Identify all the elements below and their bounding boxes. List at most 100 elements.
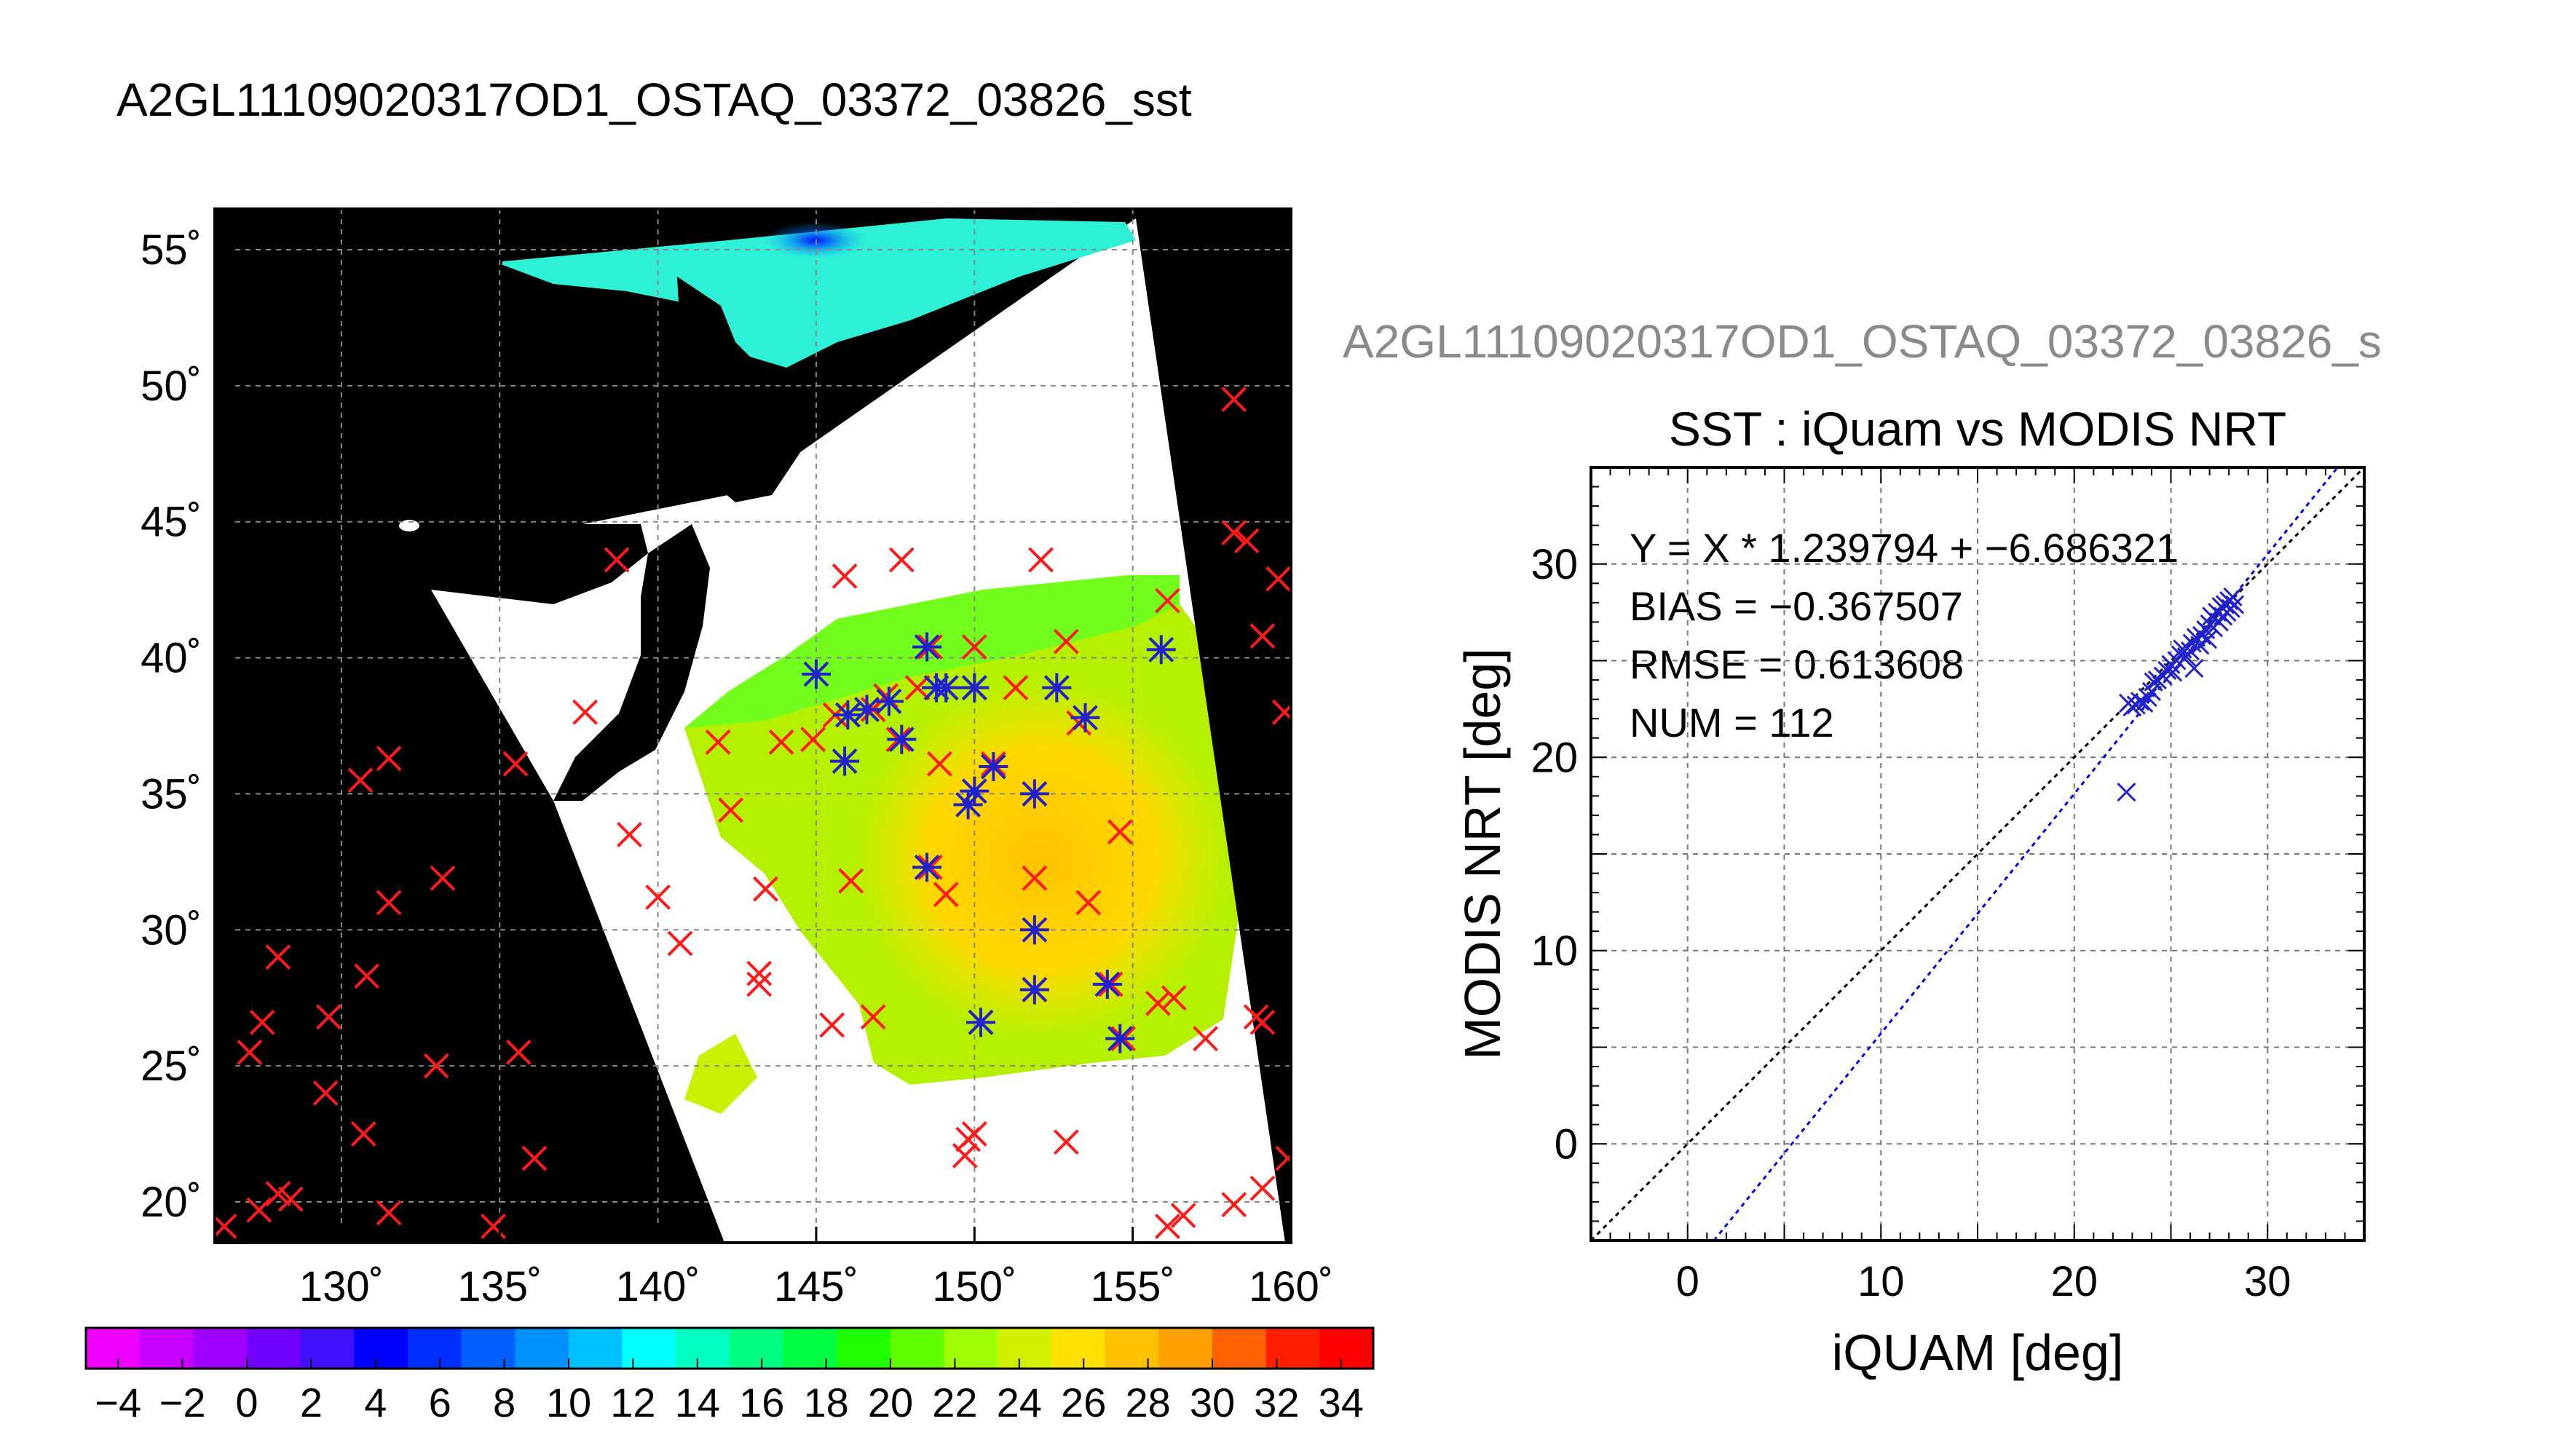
map-lat-label: 20˚ <box>141 1179 202 1226</box>
observation-marker <box>354 963 380 989</box>
observation-marker <box>1193 1026 1219 1052</box>
observation-marker <box>1221 520 1247 546</box>
colorbar-cell <box>998 1328 1052 1369</box>
stats-equation: Y = X * 1.239794 + −6.686321 <box>1630 525 2179 571</box>
observation-marker <box>246 1197 272 1223</box>
observation-marker <box>1145 990 1171 1016</box>
matched-marker <box>1022 781 1048 807</box>
observation-marker <box>376 745 402 772</box>
observation-marker <box>1053 628 1079 654</box>
scatter-point <box>2163 662 2183 682</box>
colorbar-label: −2 <box>159 1380 206 1425</box>
scatter-x-tick-label: 20 <box>2050 1258 2098 1305</box>
observation-marker <box>1155 1214 1180 1239</box>
scatter-y-tick-label: 0 <box>1555 1120 1578 1168</box>
scatter-title: SST : iQuam vs MODIS NRT <box>1669 402 2286 456</box>
matched-marker <box>968 1009 994 1035</box>
outside-swath-east2 <box>1136 209 1291 1243</box>
colorbar-frame <box>84 1326 1375 1370</box>
observation-marker <box>1233 528 1260 554</box>
scatter-point <box>2225 595 2245 614</box>
observation-marker <box>645 885 671 910</box>
scatter-x-axis-label: iQUAM [deg] <box>1832 1324 2124 1381</box>
stats-num: NUM = 112 <box>1630 700 1834 745</box>
outside-swath-top <box>1125 209 1291 218</box>
colorbar-cell <box>300 1328 355 1369</box>
matched-marker <box>1094 971 1121 997</box>
matched-marker <box>1043 675 1070 701</box>
colorbar-label: 4 <box>364 1380 387 1425</box>
observation-markers-all <box>215 387 1291 1239</box>
observation-marker <box>832 563 858 589</box>
colorbar-label: 14 <box>675 1380 720 1425</box>
matched-marker <box>888 727 915 753</box>
scatter-y-tick-labels: 0 10 20 30 <box>1531 541 1578 1168</box>
colorbar-cell <box>676 1328 730 1369</box>
observation-marker <box>423 1053 449 1079</box>
scatter-point <box>2138 687 2157 708</box>
scatter-point <box>2134 693 2154 713</box>
observation-marker <box>1075 890 1102 916</box>
observation-marker <box>215 1214 237 1238</box>
colorbar-cell <box>1158 1328 1213 1369</box>
colorbar-cell <box>1212 1328 1267 1369</box>
stats-rmse: RMSE = 0.613608 <box>1630 641 1964 687</box>
scatter-points <box>2117 587 2245 802</box>
observation-marker <box>505 1040 532 1065</box>
observation-marker <box>1028 547 1054 573</box>
observation-marker <box>1022 865 1048 891</box>
colorbar-cell <box>730 1328 784 1369</box>
scatter-plot: SST : iQuam vs MODIS NRT 0 10 20 30 0 10 20 30… <box>1454 402 2366 1381</box>
matched-marker <box>980 753 1006 780</box>
scatter-point <box>2153 666 2173 686</box>
colorbar-label: 10 <box>546 1380 591 1425</box>
observation-marker <box>1107 819 1133 845</box>
outside-swath-west <box>215 209 724 1243</box>
colorbar-label: 24 <box>997 1380 1042 1425</box>
island-patch <box>399 520 419 531</box>
colorbar-label: 26 <box>1061 1380 1106 1425</box>
matched-marker <box>1107 1026 1133 1052</box>
observation-marker <box>718 797 743 823</box>
map-lat-label: 55˚ <box>141 226 202 274</box>
map-lon-label: 135˚ <box>457 1263 542 1310</box>
colorbar-cell <box>1051 1328 1106 1369</box>
sst-patch-sw <box>684 1034 757 1114</box>
scatter-point <box>2144 672 2163 692</box>
colorbar-label: 2 <box>300 1380 323 1425</box>
colorbar-cell <box>193 1328 248 1369</box>
map-lat-label: 25˚ <box>141 1042 202 1090</box>
scatter-point <box>2197 630 2218 649</box>
observation-marker <box>604 547 630 573</box>
observation-marker <box>1155 587 1180 614</box>
map-lat-label: 45˚ <box>141 499 202 546</box>
colorbar-label: 28 <box>1125 1380 1170 1425</box>
observation-marker <box>705 729 731 755</box>
observation-marker <box>481 1214 506 1239</box>
observation-marker <box>1271 703 1291 725</box>
matched-marker <box>1022 917 1048 943</box>
scatter-point <box>2184 659 2204 678</box>
matched-marker <box>876 688 902 714</box>
observation-markers-matched <box>801 632 1176 1053</box>
map-lon-labels: 130˚ 135˚ 140˚ 145˚ 150˚ 155˚ 160˚ <box>299 1263 1333 1310</box>
land-continent <box>431 524 648 604</box>
colorbar-cell <box>891 1328 945 1369</box>
map-lon-label: 150˚ <box>932 1263 1016 1310</box>
colorbar-cell <box>408 1328 462 1369</box>
scatter-x-tick-label: 10 <box>1857 1258 1905 1305</box>
scatter-point <box>2196 620 2216 640</box>
observation-marker <box>819 1012 845 1038</box>
scatter-point <box>2209 612 2229 632</box>
colorbar-label: 6 <box>429 1380 451 1425</box>
map-lon-label: 155˚ <box>1091 1263 1175 1310</box>
scatter-point <box>2180 641 2200 661</box>
observation-marker <box>752 876 778 902</box>
map-lat-label: 35˚ <box>141 770 202 818</box>
colorbar-label: 0 <box>235 1380 258 1425</box>
observation-marker <box>347 767 374 794</box>
matched-marker <box>933 675 959 701</box>
map-lon-label: 130˚ <box>299 1263 384 1310</box>
colorbar-label: 16 <box>739 1380 784 1425</box>
